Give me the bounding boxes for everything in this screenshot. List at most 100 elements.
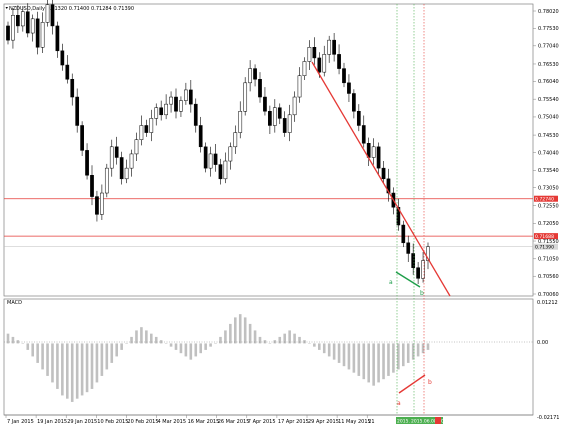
candle-body [342, 68, 346, 84]
candle-body [228, 146, 233, 162]
level-badge-text: 0.71688 [535, 234, 554, 240]
candle-body [287, 114, 292, 133]
level-badge [534, 243, 558, 250]
macd-bar [36, 343, 39, 363]
macd-bar [31, 343, 35, 357]
candle-body [139, 125, 144, 140]
candle-body [297, 75, 302, 98]
level-badge-text: 0.72740 [535, 197, 554, 203]
macd-bar [140, 327, 143, 344]
candle-body [35, 18, 40, 48]
red-trendline[interactable] [311, 61, 451, 297]
candle-body [129, 153, 134, 169]
macd-bar [184, 343, 188, 357]
candle-body [208, 153, 213, 169]
red-macd-line[interactable] [398, 374, 426, 394]
green-price-line[interactable] [395, 271, 421, 288]
price-tick-label: 0.76530 [538, 62, 559, 68]
date-badge-1: 2015.6 [397, 419, 413, 425]
candle-body [263, 96, 267, 112]
level-badge [534, 195, 558, 202]
macd-bar [46, 343, 49, 376]
price-tick-label: 0.77530 [538, 26, 559, 32]
date-tick-label: 4 Mar 2015 [158, 419, 187, 425]
macd-bar [308, 343, 311, 344]
macd-bar [16, 340, 20, 344]
date-badge-2-bg [410, 417, 443, 424]
candle-body [352, 93, 356, 112]
candle-body [292, 96, 297, 116]
candle-body [233, 132, 238, 148]
price-tick-label: 0.74530 [538, 133, 559, 139]
vertical-markers [396, 4, 425, 415]
candle-body [164, 103, 168, 116]
price-tick-label: 0.75540 [538, 97, 559, 103]
candle-body [149, 118, 154, 133]
date-tick-label: 16 Mar 2015 [188, 419, 220, 425]
macd-bar [352, 343, 356, 373]
candle-body [213, 153, 218, 165]
candle-body [401, 224, 406, 244]
macd-label-a: a [397, 400, 401, 407]
candle-body [80, 125, 84, 151]
candle-body [169, 96, 173, 105]
macd-bar [426, 343, 430, 350]
candle-body [174, 96, 178, 112]
date-tick-label: 10 Feb 2015 [97, 419, 128, 425]
candle-body [302, 61, 307, 76]
header-dropdown-icon[interactable] [5, 7, 9, 9]
macd-bar [110, 343, 114, 363]
candle-body [25, 11, 30, 34]
macd-bar [115, 343, 119, 357]
level-badge-text: 0.71390 [535, 245, 554, 251]
candle-body [322, 54, 327, 73]
macd-bar [90, 343, 94, 389]
candle-body [426, 246, 430, 261]
candle-body [90, 175, 94, 197]
candle-body [282, 118, 287, 133]
macd-bar [248, 323, 252, 344]
macd-bar [322, 343, 326, 354]
macd-bar [125, 343, 128, 344]
macd-bar [164, 343, 168, 344]
candle-body [184, 89, 188, 101]
macd-bar [224, 330, 227, 344]
macd-bar [189, 343, 193, 360]
macd-bar [421, 343, 425, 354]
price-tick-label: 0.78020 [538, 9, 559, 15]
macd-bar [154, 336, 158, 344]
macd-bar [397, 343, 400, 370]
macd-bar [293, 333, 296, 344]
date-tick-label: 19 Jan 2015 [37, 419, 67, 425]
macd-bar [411, 343, 415, 360]
macd-bar [229, 323, 232, 344]
candle-body [416, 267, 420, 279]
macd-bar [105, 343, 109, 370]
price-tick-label: 0.70560 [538, 274, 559, 280]
date-axis: 7 Jan 2015 19 Jan 2015 29 Jan 2015 10 Feb 2… [5, 415, 375, 425]
macd-bar [130, 336, 133, 344]
candle-body [268, 111, 272, 126]
macd-label-b: b [428, 379, 432, 386]
date-badge-2: 2015.06.08 00:00 [411, 419, 451, 425]
price-tick-label: 0.73540 [538, 168, 559, 174]
macd-bar [288, 330, 291, 344]
candle-body [179, 100, 183, 112]
date-tick-label: 26 Mar 2015 [218, 419, 250, 425]
price-tick-label: 0.74040 [538, 150, 559, 156]
macd-axis-bottom: -0.02171 [537, 415, 559, 421]
date-tick-label: 21 [368, 419, 374, 425]
candle-body [243, 82, 248, 112]
date-tick-label: 29 Jan 2015 [67, 419, 97, 425]
macd-bar [283, 333, 287, 344]
candle-body [337, 54, 341, 69]
macd-bar [120, 343, 123, 350]
macd-bar [253, 330, 257, 344]
macd-bar [204, 343, 207, 350]
candle-body [253, 68, 257, 80]
macd-bar [387, 343, 390, 376]
macd-bar [100, 343, 104, 376]
price-label-a: a [389, 279, 393, 286]
candles [6, 0, 430, 285]
